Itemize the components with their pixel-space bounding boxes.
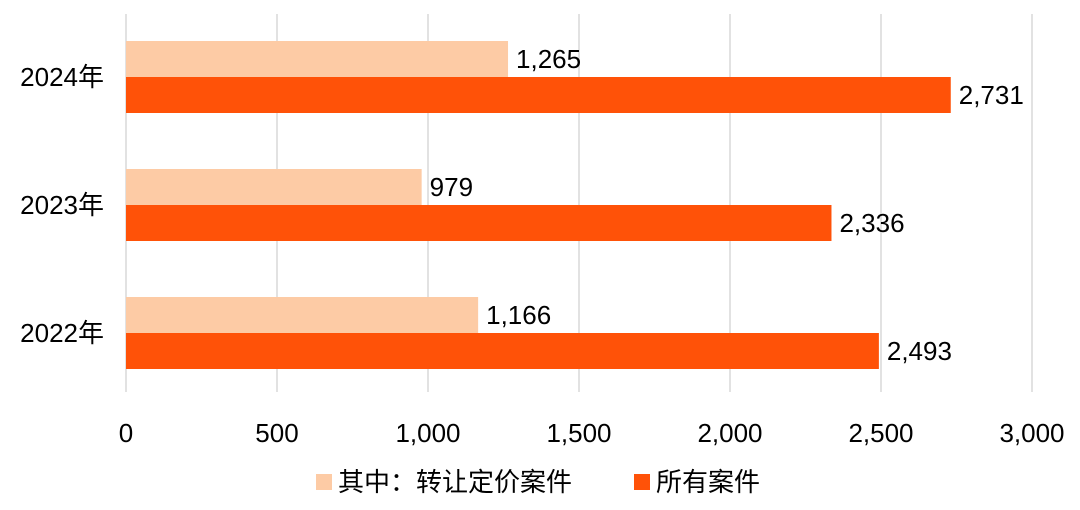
x-axis-tick-labels: 0 500 1,000 1,500 2,000 2,500 3,000 [119,418,1065,448]
category-labels: 2024年 2023年 2022年 [20,62,104,348]
data-label: 2,336 [839,208,904,238]
x-tick-label: 3,000 [999,418,1064,448]
all-cases-bar-2023年 [126,205,832,241]
x-tick-label: 2,500 [848,418,913,448]
category-label: 2022年 [20,318,104,348]
x-tick-label: 1,500 [546,418,611,448]
legend-swatch [316,474,332,490]
category-label: 2024年 [20,62,104,92]
transfer-pricing-bar-2022年 [126,297,479,333]
transfer-pricing-bar-2023年 [126,169,422,205]
value-labels: 1,265 2,731 979 2,336 1,166 2,493 [430,44,1024,366]
category-label: 2023年 [20,190,104,220]
legend-label: 所有案件 [656,467,760,497]
data-label: 2,493 [887,336,952,366]
legend-label: 其中：转让定价案件 [338,467,572,497]
transfer-pricing-bar-2024年 [126,41,509,77]
data-label: 979 [430,172,473,202]
data-label: 1,166 [486,300,551,330]
data-label: 2,731 [959,80,1024,110]
x-tick-label: 0 [119,418,133,448]
legend-swatch [634,474,650,490]
bars [126,41,951,369]
x-tick-label: 500 [255,418,298,448]
all-cases-bar-2022年 [126,333,879,369]
data-label: 1,265 [516,44,581,74]
legend: 其中：转让定价案件 所有案件 [316,467,760,497]
all-cases-bar-2024年 [126,77,951,113]
x-tick-label: 1,000 [395,418,460,448]
x-tick-label: 2,000 [697,418,762,448]
